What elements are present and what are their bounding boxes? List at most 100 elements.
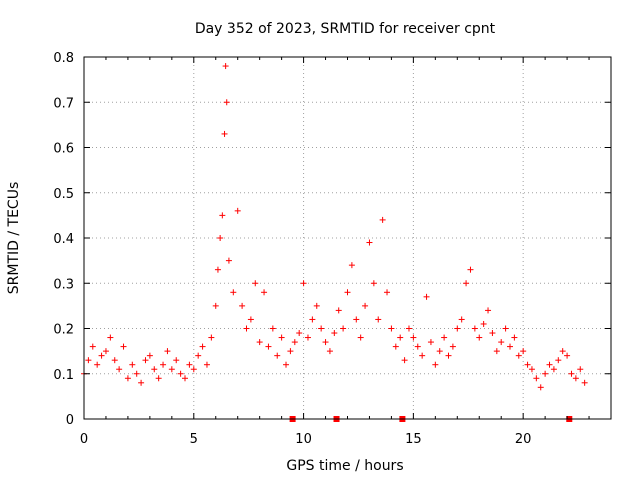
data-point — [247, 316, 254, 323]
data-point — [265, 343, 272, 350]
chart-title: Day 352 of 2023, SRMTID for receiver cpn… — [195, 21, 496, 37]
data-point — [392, 343, 399, 350]
data-point — [511, 334, 518, 341]
data-point — [476, 334, 483, 341]
data-point — [94, 361, 101, 368]
data-point — [335, 307, 342, 314]
data-point — [177, 370, 184, 377]
data-point — [278, 334, 285, 341]
data-point — [124, 375, 131, 382]
data-point — [186, 361, 193, 368]
data-point — [542, 370, 549, 377]
data-point — [458, 316, 465, 323]
data-point — [353, 316, 360, 323]
axis-ticks — [83, 56, 612, 420]
data-point — [401, 357, 408, 364]
x-tick-label: 15 — [405, 432, 422, 447]
data-point — [555, 357, 562, 364]
data-point — [326, 348, 333, 355]
data-point — [291, 339, 298, 346]
data-point — [528, 366, 535, 373]
data-point — [397, 334, 404, 341]
data-point — [214, 266, 221, 273]
data-point — [208, 334, 215, 341]
data-point — [261, 289, 268, 296]
data-point — [370, 280, 377, 287]
data-point — [195, 352, 202, 359]
data-point — [155, 375, 162, 382]
data-point — [230, 289, 237, 296]
data-point — [111, 357, 118, 364]
y-tick-label: 0.1 — [53, 368, 74, 383]
data-point — [572, 375, 579, 382]
data-point — [98, 352, 105, 359]
data-point — [190, 366, 197, 373]
data-point — [182, 375, 189, 382]
x-tick-label: 10 — [295, 432, 312, 447]
data-point — [524, 361, 531, 368]
data-point — [304, 334, 311, 341]
x-tick-labels: 0 5 10 15 20 — [80, 432, 532, 447]
x-tick-label: 20 — [515, 432, 532, 447]
data-point — [489, 330, 496, 337]
data-point — [239, 302, 246, 309]
data-point — [419, 352, 426, 359]
data-point — [287, 348, 294, 355]
y-tick-label: 0.5 — [53, 187, 74, 202]
data-point — [502, 325, 509, 332]
data-point — [515, 352, 522, 359]
data-point — [340, 325, 347, 332]
data-point — [102, 348, 109, 355]
data-point — [256, 339, 263, 346]
y-axis-label: SRMTID / TECUs — [6, 182, 22, 295]
data-point — [296, 330, 303, 337]
data-point — [454, 325, 461, 332]
data-point — [225, 257, 232, 264]
data-point — [564, 352, 571, 359]
data-point — [493, 348, 500, 355]
y-tick-label: 0 — [66, 413, 74, 428]
data-point — [331, 330, 338, 337]
data-point — [533, 375, 540, 382]
data-point — [146, 352, 153, 359]
data-point — [436, 348, 443, 355]
data-point — [151, 366, 158, 373]
data-point — [559, 348, 566, 355]
data-point — [375, 316, 382, 323]
data-point — [577, 366, 584, 373]
data-point — [160, 361, 167, 368]
x-tick-label: 5 — [190, 432, 198, 447]
x-axis-label: GPS time / hours — [286, 458, 403, 474]
data-point — [568, 370, 575, 377]
data-point — [300, 280, 307, 287]
data-point — [318, 325, 325, 332]
y-tick-label: 0.7 — [53, 96, 74, 111]
data-point — [384, 289, 391, 296]
data-point — [234, 207, 241, 214]
y-tick-label: 0.2 — [53, 323, 74, 338]
data-point — [252, 280, 259, 287]
data-point — [537, 384, 544, 391]
data-point — [427, 339, 434, 346]
data-point — [199, 343, 206, 350]
y-tick-label: 0.6 — [53, 142, 74, 157]
data-point — [581, 379, 588, 386]
data-point — [423, 293, 430, 300]
data-point — [168, 366, 175, 373]
data-point — [116, 366, 123, 373]
data-point — [441, 334, 448, 341]
data-point — [221, 130, 228, 137]
data-point — [313, 302, 320, 309]
data-point — [550, 366, 557, 373]
data-point — [520, 348, 527, 355]
data-point — [173, 357, 180, 364]
data-point — [471, 325, 478, 332]
data-point — [322, 339, 329, 346]
data-point — [379, 216, 386, 223]
data-point — [357, 334, 364, 341]
data-point — [283, 361, 290, 368]
data-point — [498, 339, 505, 346]
data-point — [243, 325, 250, 332]
grid — [84, 57, 611, 419]
